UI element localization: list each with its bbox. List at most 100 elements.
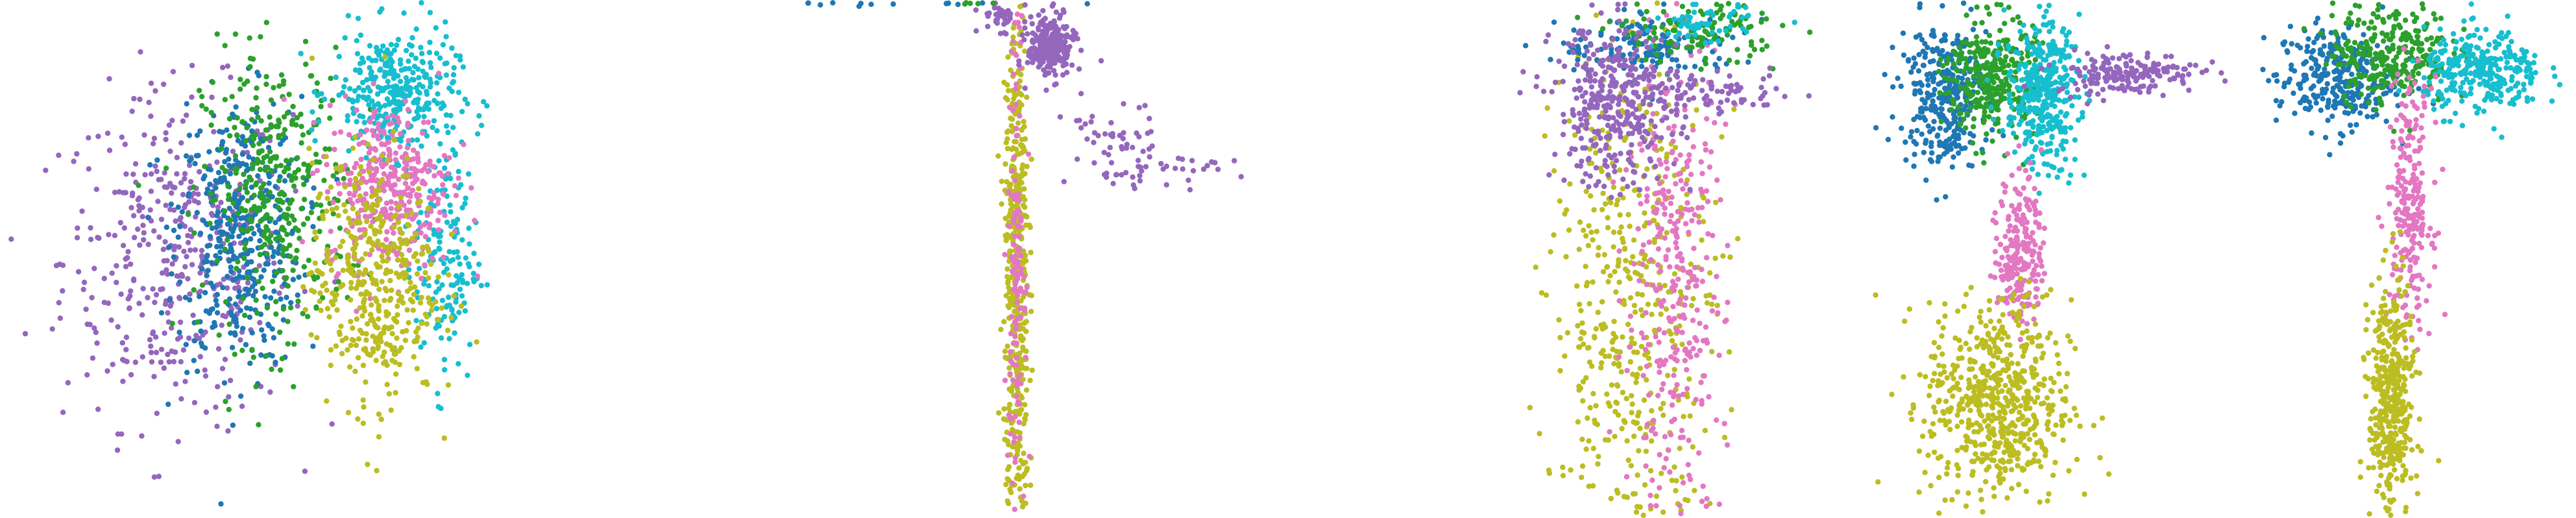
olive-point — [1629, 401, 1635, 407]
olive-point — [1574, 283, 1580, 289]
olive-point — [433, 299, 439, 305]
purple-point — [123, 334, 130, 340]
olive-point — [1543, 292, 1549, 298]
pink-point — [1672, 350, 1678, 356]
purple-point — [215, 384, 221, 389]
olive-point — [1004, 266, 1010, 272]
pink-point — [1705, 199, 1711, 204]
purple-point — [189, 94, 195, 100]
olive-point — [346, 364, 353, 370]
purple-point — [1679, 130, 1684, 137]
olive-point — [306, 145, 312, 151]
blue-point — [233, 157, 239, 163]
pink-point — [1709, 308, 1716, 314]
purple-point — [1607, 42, 1613, 49]
cyan-point — [418, 45, 424, 51]
olive-point — [333, 254, 339, 261]
purple-point — [1030, 37, 1036, 43]
scatter-panel-2 — [805, 0, 1090, 512]
purple-point — [1587, 173, 1594, 179]
pink-point — [1706, 394, 1712, 400]
purple-point — [1585, 157, 1591, 163]
pink-point — [1668, 354, 1674, 360]
cyan-point — [448, 209, 454, 215]
olive-point — [392, 359, 398, 365]
blue-point — [249, 330, 255, 336]
pink-point — [461, 142, 467, 147]
pink-point — [1659, 201, 1665, 207]
purple-point — [1053, 81, 1059, 87]
olive-point — [444, 327, 451, 334]
olive-point — [1020, 162, 1026, 168]
green-point — [301, 264, 307, 270]
scatter-panel-3 — [1016, 1, 1245, 193]
purple-point — [182, 176, 188, 182]
green-point — [308, 73, 315, 79]
olive-point — [1639, 292, 1646, 298]
purple-point — [1664, 115, 1670, 121]
olive-point — [1008, 146, 1015, 153]
pink-point — [1703, 503, 1709, 510]
olive-point — [1616, 229, 1623, 236]
olive-point — [1669, 338, 1675, 344]
olive-point — [416, 186, 422, 191]
olive-point — [366, 169, 372, 175]
blue-point — [230, 422, 236, 428]
pink-point — [1699, 278, 1705, 284]
purple-point — [1631, 51, 1637, 58]
olive-point — [1631, 237, 1637, 243]
pink-point — [1014, 362, 1019, 368]
cyan-point — [441, 260, 447, 267]
pink-point — [1668, 389, 1673, 395]
blue-point — [241, 275, 247, 280]
olive-point — [345, 347, 350, 353]
green-point — [263, 81, 269, 87]
olive-point — [338, 323, 344, 329]
olive-point — [302, 307, 308, 313]
olive-point — [328, 267, 335, 273]
blue-point — [244, 167, 250, 173]
olive-point — [399, 230, 405, 236]
purple-point — [1642, 90, 1648, 95]
blue-point — [266, 180, 272, 186]
olive-point — [1023, 460, 1028, 465]
olive-point — [1591, 207, 1597, 213]
pink-point — [1007, 371, 1013, 376]
pink-point — [1643, 463, 1649, 469]
olive-point — [1618, 369, 1624, 375]
olive-point — [1023, 482, 1028, 489]
purple-point — [1618, 114, 1623, 119]
purple-point — [93, 186, 99, 192]
green-point — [300, 175, 306, 180]
purple-point — [182, 171, 188, 177]
blue-point — [230, 277, 236, 283]
olive-point — [1580, 398, 1586, 404]
olive-point — [1592, 335, 1598, 341]
pink-point — [1653, 190, 1659, 197]
cyan-point — [437, 55, 443, 61]
green-point — [253, 384, 259, 389]
pink-point — [1691, 245, 1697, 251]
green-point — [250, 56, 256, 62]
olive-point — [1634, 291, 1641, 297]
cyan-point — [1685, 32, 1691, 38]
purple-point — [1601, 114, 1608, 121]
green-point — [301, 197, 308, 203]
green-point — [136, 182, 141, 188]
olive-point — [323, 154, 329, 160]
blue-point — [271, 288, 277, 294]
purple-point — [1063, 23, 1069, 30]
green-point — [234, 166, 240, 172]
cyan-point — [375, 114, 381, 119]
blue-point — [271, 101, 276, 107]
blue-point — [187, 297, 193, 303]
purple-point — [188, 227, 193, 232]
olive-point — [396, 226, 403, 232]
green-point — [288, 173, 295, 180]
purple-point — [169, 117, 175, 123]
purple-point — [174, 171, 180, 177]
purple-point — [1019, 32, 1025, 38]
purple-point — [114, 263, 119, 269]
pink-point — [402, 180, 409, 186]
pink-point — [1686, 229, 1692, 236]
